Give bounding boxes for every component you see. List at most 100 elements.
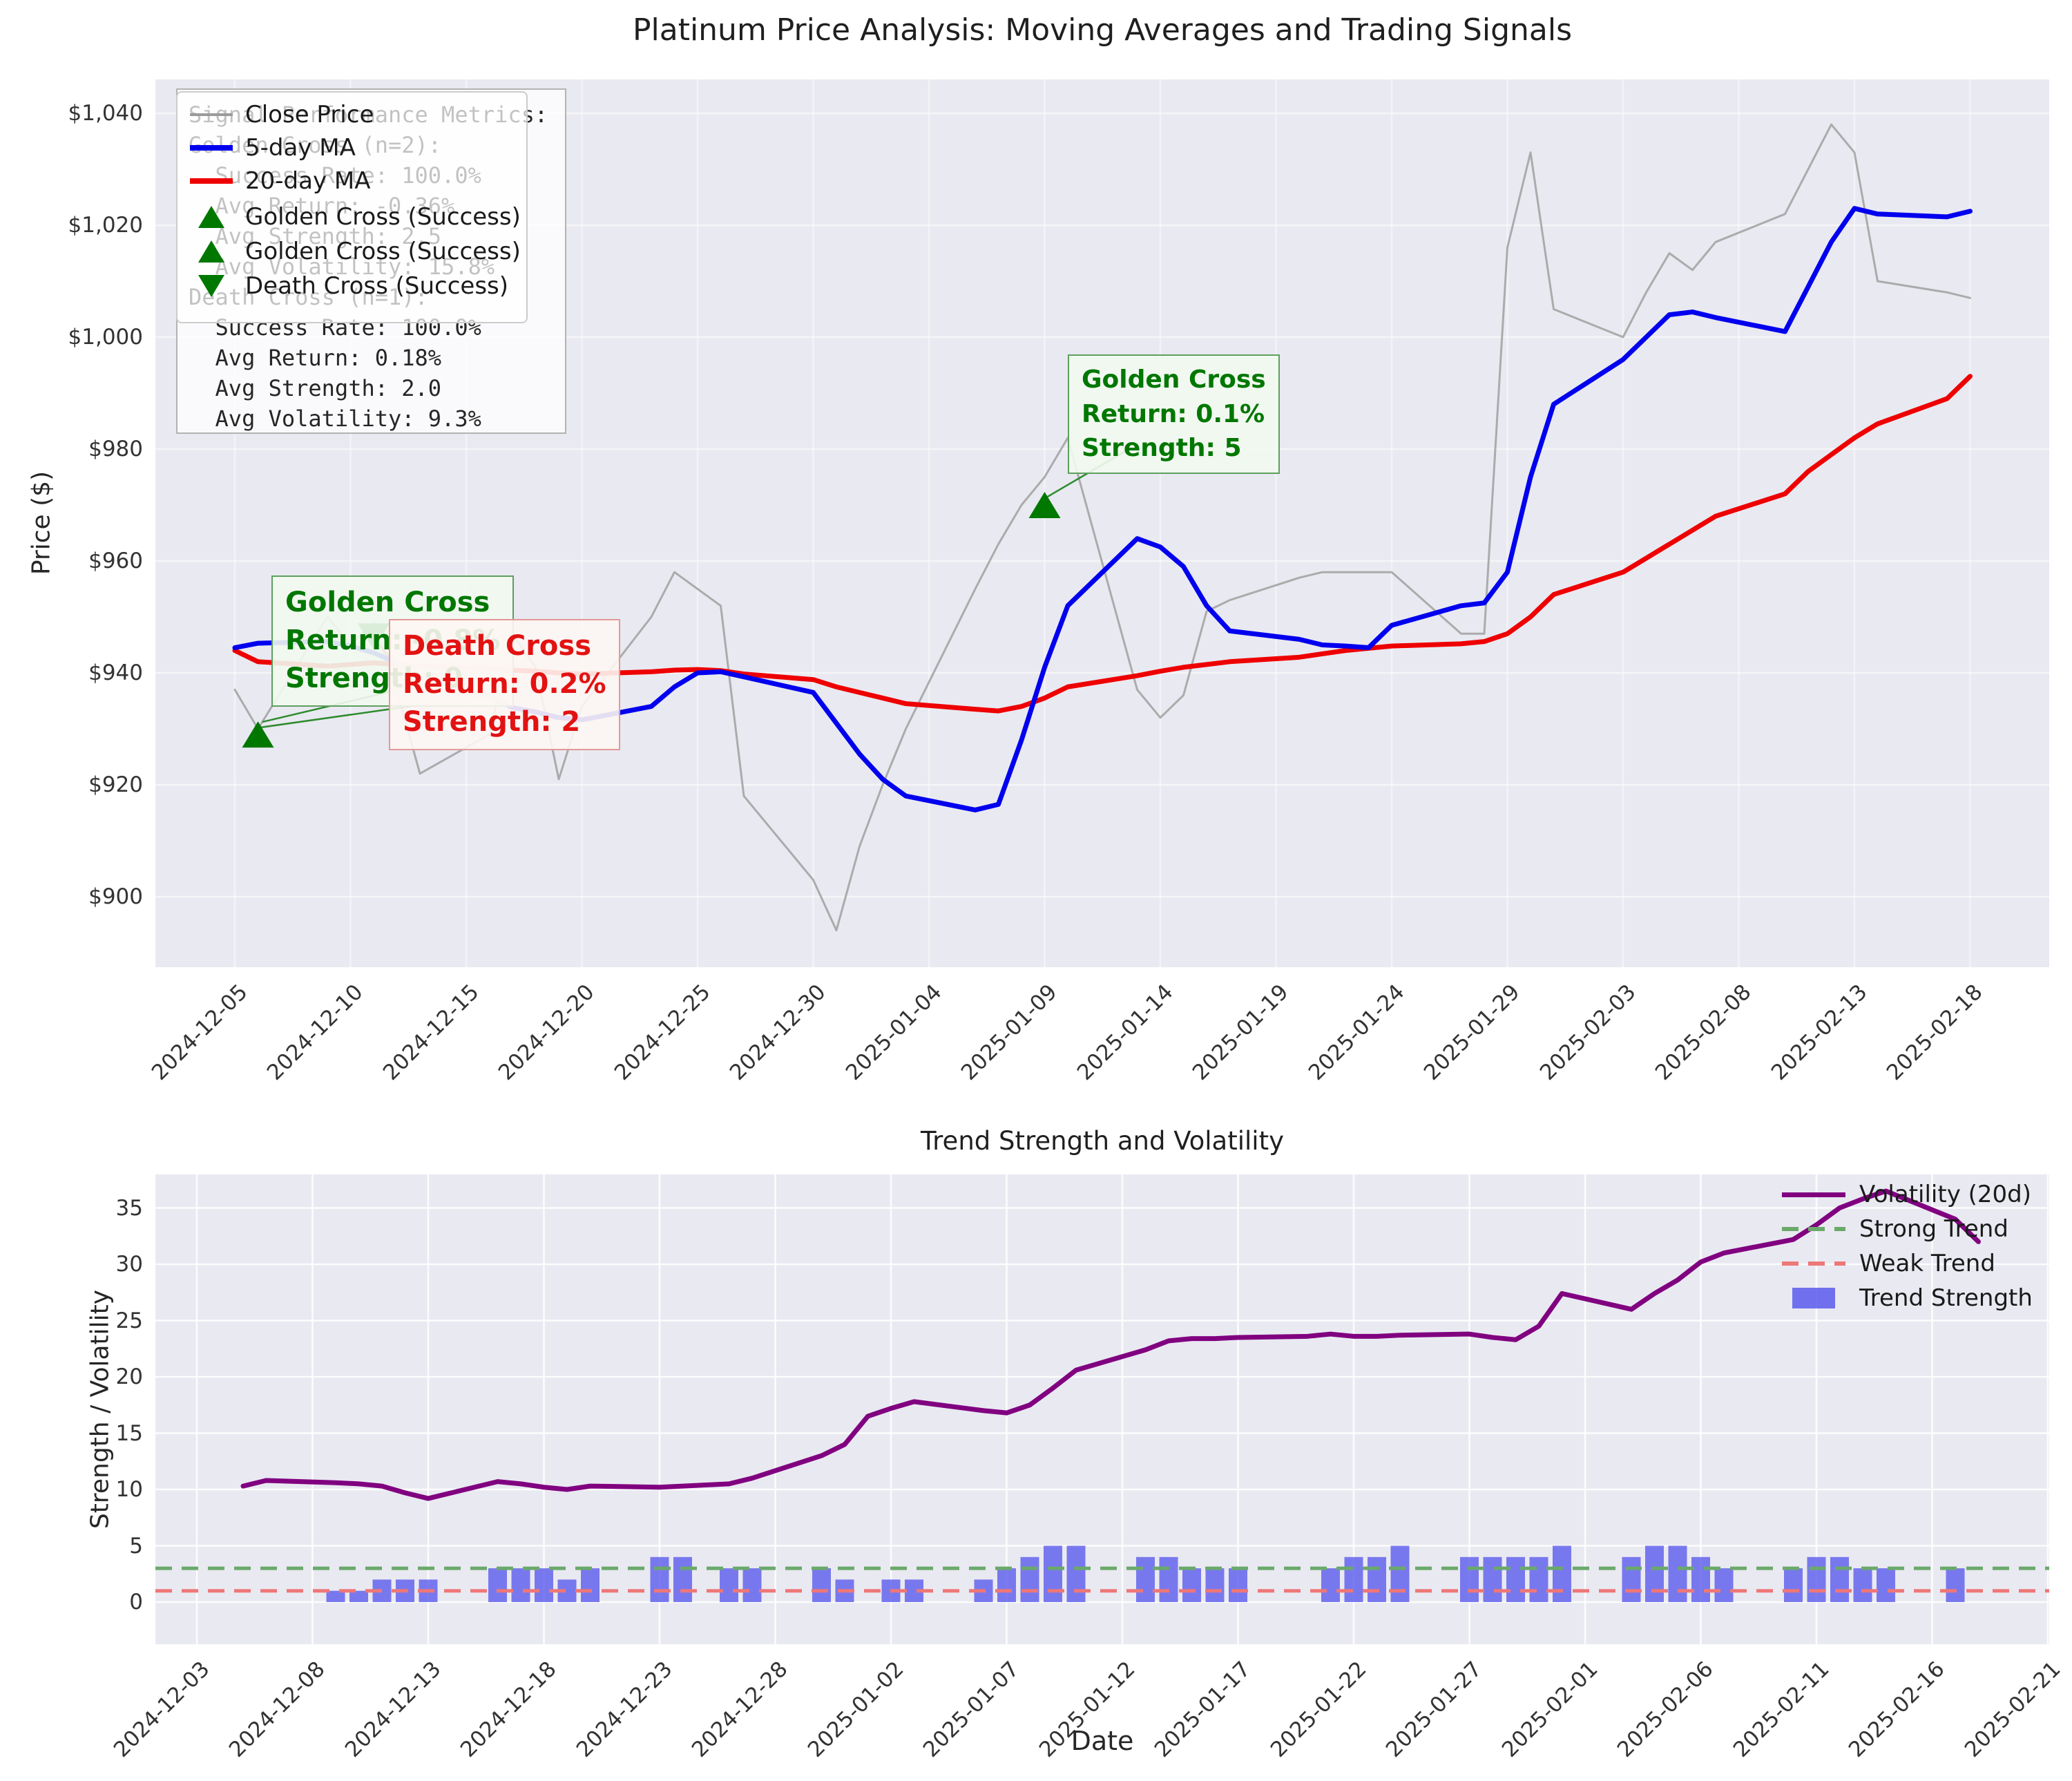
y-tick-label: $900 [88,884,143,909]
trend-strength-bar [535,1568,553,1602]
trend-strength-bar [1321,1568,1340,1602]
trend-strength-bar [742,1568,762,1602]
annotation-death-cross: Death Cross Return: 0.2% Strength: 2 [389,619,620,750]
x-tick-label: 2025-01-29 [1419,980,1525,1085]
trend-strength-bar [511,1568,530,1602]
price-axis-label: Price ($) [27,470,56,575]
trend-strength-bar [1460,1556,1479,1602]
trend-strength-bar [1853,1568,1872,1602]
volatility-line [240,1188,1981,1501]
triangle-up-icon [190,206,233,228]
x-tick-label: 2024-12-10 [262,980,368,1085]
date-axis-label: Date [1071,1726,1134,1756]
trend-strength-bar [1714,1568,1734,1602]
y-tick-label: 10 [115,1477,143,1502]
purple-line-icon [1782,1192,1845,1197]
x-tick-label: 2025-02-18 [1882,980,1988,1085]
y-tick-label: $960 [88,549,143,573]
annotation-golden-cross-2: Golden Cross Return: 0.1% Strength: 5 [1068,354,1280,475]
trend-strength-bar [1807,1556,1826,1602]
trend-strength-bar [1390,1545,1410,1602]
legend-item-death-cross: Death Cross (Success) [190,271,508,301]
trend-strength-bar [1529,1556,1548,1602]
trend-strength-bar [1044,1545,1062,1602]
price-chart-legend: Close Price 5-day MA 20-day MA Golden Cr… [176,91,528,323]
metrics-line: Avg Volatility: 9.3% [189,406,481,432]
x-tick-label: 2024-12-20 [494,980,599,1085]
y-tick-label: $1,000 [68,325,143,350]
y-tick-label: 35 [115,1195,143,1221]
y-tick-label: 25 [115,1308,143,1333]
trend-strength-bar [1066,1545,1086,1602]
y-tick-label: $920 [88,772,143,797]
x-tick-label: 2025-01-19 [1188,980,1294,1085]
metrics-line: Avg Strength: 2.0 [189,375,442,401]
trend-strength-bar [1205,1568,1225,1602]
trend-strength-bar [1483,1556,1502,1602]
x-tick-label: 2025-02-13 [1766,980,1872,1085]
trend-strength-bar [1784,1568,1803,1602]
legend-item-golden-cross-1: Golden Cross (Success) [190,202,521,232]
x-tick-label: 2025-01-24 [1303,980,1410,1085]
x-tick-label: 2024-12-15 [378,980,484,1085]
trend-chart-canvas [155,1174,2049,1644]
golden-cross-marker [1028,492,1061,518]
legend-item-weak-trend: Weak Trend [1782,1247,1995,1280]
green-dash-icon [1782,1227,1845,1231]
x-tick-label: 2025-01-14 [1072,980,1178,1085]
y-tick-label: $980 [88,437,143,461]
trend-strength-bar [720,1568,738,1602]
trend-strength-bar [1830,1556,1849,1602]
trend-strength-bar [1182,1568,1201,1602]
trend-strength-bar [650,1556,669,1602]
golden-cross-marker [242,721,274,748]
metrics-line: Avg Return: 0.18% [189,345,442,371]
trend-strength-bar [997,1568,1016,1602]
trend-strength-bar [349,1590,368,1602]
y-tick-label: 15 [115,1420,143,1446]
y-tick-label: 30 [115,1252,143,1277]
legend-item-strong-trend: Strong Trend [1782,1212,2008,1246]
price-chart-plot-area: Signal Performance Metrics: Golden Cross… [155,79,2049,967]
trend-strength-bar [1668,1545,1687,1602]
legend-item-close-price: Close Price [190,99,374,130]
trend-strength-bar [1229,1568,1247,1602]
legend-item-golden-cross-2: Golden Cross (Success) [190,236,521,267]
trend-strength-bar [1553,1545,1571,1602]
x-tick-label: 2024-12-05 [146,980,253,1085]
trend-strength-bar [1344,1556,1363,1602]
x-tick-label: 2024-12-25 [609,980,716,1085]
legend-item-volatility: Volatility (20d) [1782,1178,2031,1211]
trend-strength-bar [1506,1556,1525,1602]
y-tick-label: $1,020 [68,213,143,238]
trend-strength-bar [1946,1568,1965,1602]
legend-item-trend-strength: Trend Strength [1782,1282,2033,1315]
trend-strength-bar [326,1590,345,1602]
trend-strength-bar [488,1568,507,1602]
red-line-icon [190,178,233,184]
y-tick-label: $1,040 [68,101,143,126]
trend-strength-bar [1136,1556,1155,1602]
trend-strength-bar [1020,1556,1039,1602]
x-tick-label: 2025-01-04 [841,980,947,1085]
trend-strength-bar [1622,1556,1641,1602]
trend-strength-bar [1368,1556,1386,1602]
y-tick-label: 0 [129,1590,143,1615]
main-title: Platinum Price Analysis: Moving Averages… [632,12,1573,48]
legend-item-ma20: 20-day MA [190,166,370,196]
trend-strength-bar [1877,1568,1895,1602]
trend-strength-bar [581,1568,599,1602]
trend-strength-bar [1645,1545,1664,1602]
trend-strength-bar [1159,1556,1178,1602]
red-dash-icon [1782,1261,1845,1266]
trend-strength-bar [812,1568,831,1602]
strength-axis-label: Strength / Volatility [86,1289,115,1530]
legend-item-ma5: 5-day MA [190,133,356,163]
triangle-up-icon [190,240,233,263]
x-tick-label: 2025-01-09 [957,980,1062,1085]
blue-line-icon [190,145,233,151]
gray-line-icon [190,113,233,116]
triangle-down-icon [190,275,233,297]
trend-strength-plot-area: Volatility (20d) Strong Trend Weak Trend… [155,1174,2049,1644]
